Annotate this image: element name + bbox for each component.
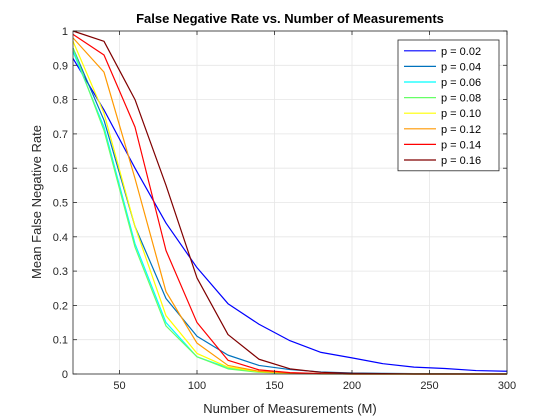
legend-label: p = 0.16 (441, 155, 481, 167)
y-tick-label: 0.9 (53, 60, 68, 72)
x-tick-label: 300 (498, 380, 516, 392)
legend-label: p = 0.08 (441, 93, 481, 105)
legend-box (397, 39, 500, 172)
y-tick-label: 0.8 (53, 95, 68, 107)
legend-label: p = 0.14 (441, 139, 481, 151)
y-tick-label: 1 (62, 26, 68, 38)
y-tick-label: 0.3 (53, 266, 68, 278)
x-axis-title: Number of Measurements (M) (203, 401, 376, 416)
y-tick-label: 0.7 (53, 129, 68, 141)
y-tick-label: 0.6 (53, 163, 68, 175)
y-tick-label: 0.2 (53, 300, 68, 312)
y-tick-label: 0.5 (53, 198, 68, 210)
legend-label: p = 0.10 (441, 108, 481, 120)
chart-title: False Negative Rate vs. Number of Measur… (136, 11, 444, 26)
x-tick-label: 200 (343, 380, 361, 392)
legend-label: p = 0.06 (441, 77, 481, 89)
series-line (72, 58, 508, 372)
x-tick-label: 150 (265, 380, 283, 392)
x-tick-label: 50 (113, 380, 125, 392)
tick-labels: 50 100 150 200 250 300 0 0.1 0.2 0.3 0.4 0.5 0.6 0.7 0… (53, 26, 516, 392)
y-tick-label: 0 (62, 369, 68, 381)
y-tick-label: 0.1 (53, 335, 68, 347)
legend: p = 0.02 p = 0.04 p = 0.06 p = 0.08 p = 0.10… (397, 39, 500, 172)
legend-label: p = 0.02 (441, 46, 481, 58)
legend-label: p = 0.04 (441, 61, 481, 73)
y-tick-label: 0.4 (53, 232, 68, 244)
legend-label: p = 0.12 (441, 124, 481, 136)
x-tick-label: 250 (420, 380, 438, 392)
y-axis-title: Mean False Negative Rate (29, 125, 44, 279)
ticks (73, 30, 508, 375)
x-tick-label: 100 (188, 380, 206, 392)
